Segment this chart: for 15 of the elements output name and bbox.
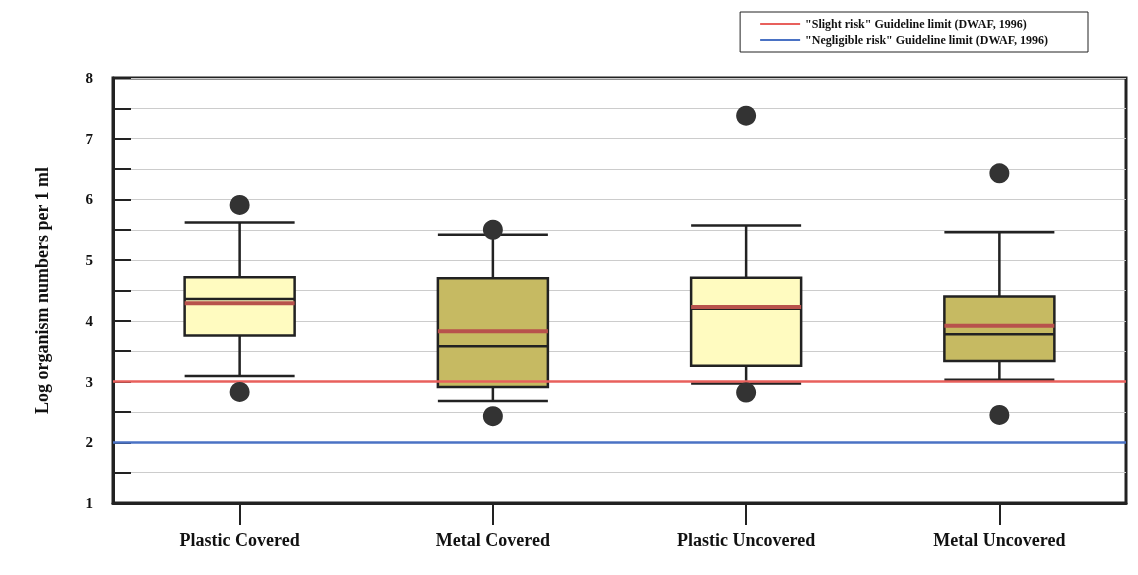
legend-label: "Slight risk" Guideline limit (DWAF, 1996) (805, 17, 1027, 31)
y-tick-label: 1 (85, 495, 93, 511)
x-tick-label: Plastic Covered (179, 530, 300, 550)
y-tick-label: 7 (85, 130, 94, 147)
x-tick-label: Metal Uncovered (933, 530, 1066, 550)
y-tick-label: 8 (85, 70, 93, 86)
y-tick-label: 2 (85, 434, 93, 451)
x-tick-label: Plastic Uncovered (677, 530, 816, 550)
y-tick-label: 4 (85, 312, 94, 329)
y-axis-title: Log organism numbers per 1 ml (32, 166, 52, 415)
y-tick-label: 6 (85, 191, 94, 208)
y-tick-label: 5 (85, 252, 93, 269)
y-tick-label: 3 (85, 373, 93, 390)
legend-label: "Negligible risk" Guideline limit (DWAF, 1996) (805, 33, 1049, 47)
x-tick-label: Metal Covered (435, 530, 550, 550)
